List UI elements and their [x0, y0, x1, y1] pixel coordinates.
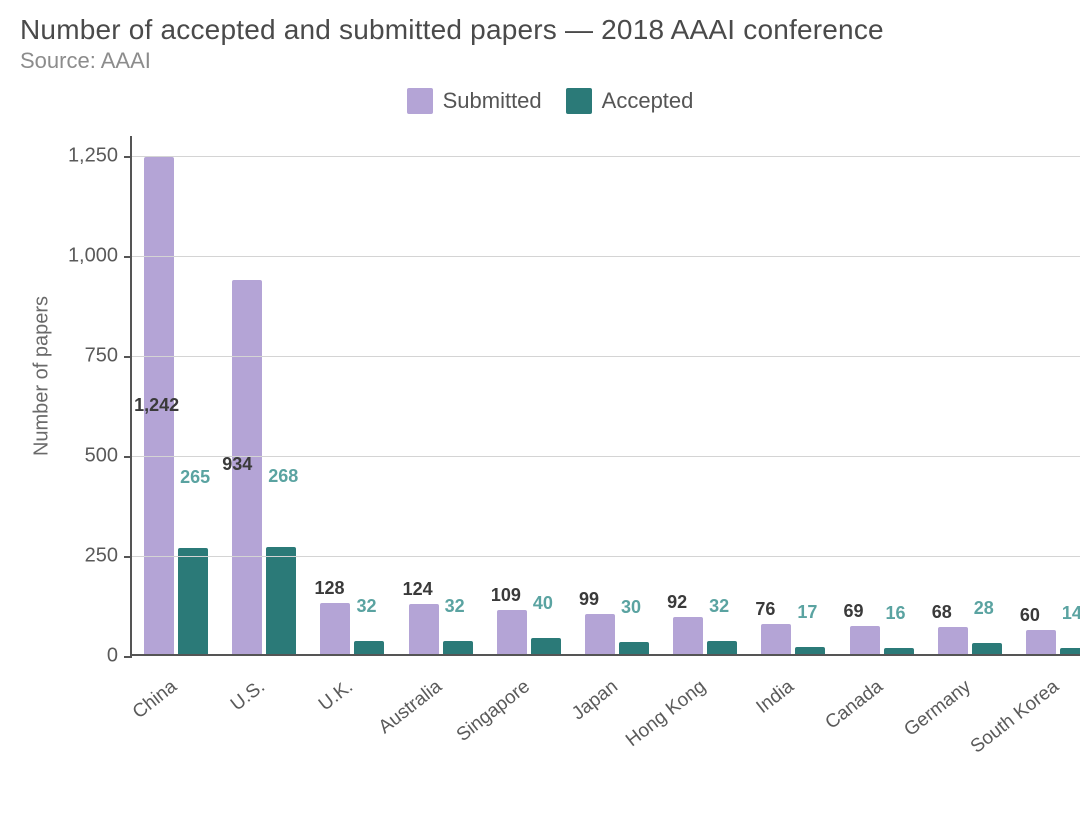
ytick-label: 500	[85, 445, 132, 468]
x-axis-label: Hong Kong	[622, 676, 710, 752]
legend-swatch-submitted	[407, 88, 433, 114]
chart-subtitle: Source: AAAI	[20, 48, 1080, 74]
legend-label-submitted: Submitted	[443, 88, 542, 114]
ytick-label: 1,000	[68, 245, 132, 268]
x-axis-label: Germany	[900, 676, 975, 741]
bar-accepted: 268	[266, 547, 296, 654]
legend-swatch-accepted	[566, 88, 592, 114]
value-label-submitted: 109	[491, 585, 521, 606]
value-label-submitted: 60	[1020, 605, 1040, 626]
value-label-accepted: 17	[797, 602, 817, 623]
x-axis-labels: China U.S. U.K. AustraliaSingapore JapanHong…	[130, 668, 1080, 768]
value-label-submitted: 1,242	[134, 395, 179, 416]
grid-line	[132, 156, 1080, 157]
bar-group: 92 32	[673, 617, 737, 654]
bar-submitted: 109	[497, 610, 527, 654]
bar-submitted: 69	[850, 626, 880, 654]
bar-accepted: 16	[884, 648, 914, 654]
legend-item-accepted: Accepted	[566, 88, 694, 114]
bar-submitted: 124	[409, 604, 439, 654]
x-axis-label: Japan	[568, 676, 622, 725]
bar-accepted: 14	[1060, 648, 1080, 654]
grid-line	[132, 456, 1080, 457]
bar-group: 128 32	[320, 603, 384, 654]
value-label-accepted: 30	[621, 597, 641, 618]
value-label-submitted: 76	[755, 599, 775, 620]
bar-accepted: 32	[707, 641, 737, 654]
ytick-label: 0	[107, 645, 132, 668]
value-label-accepted: 32	[709, 596, 729, 617]
bar-submitted: 1,242	[144, 157, 174, 654]
bar-group: 69 16	[850, 626, 914, 654]
bar-submitted: 76	[761, 624, 791, 654]
bar-group: 934268	[232, 280, 296, 654]
bar-group: 60 14	[1026, 630, 1080, 654]
value-label-submitted: 99	[579, 589, 599, 610]
bars-layer: 1,24226593426812832124321094099309232761…	[132, 136, 1080, 654]
bar-submitted: 128	[320, 603, 350, 654]
bar-group: 124 32	[409, 604, 473, 654]
value-label-accepted: 32	[445, 596, 465, 617]
x-axis-label: Australia	[374, 676, 446, 739]
bar-submitted: 92	[673, 617, 703, 654]
legend: Submitted Accepted	[20, 88, 1080, 114]
bar-group: 76 17	[761, 624, 825, 654]
legend-label-accepted: Accepted	[602, 88, 694, 114]
value-label-accepted: 16	[886, 603, 906, 624]
bar-group: 99 30	[585, 614, 649, 654]
value-label-submitted: 68	[932, 602, 952, 623]
x-axis-label: U.S.	[227, 676, 270, 716]
x-axis-label: U.K.	[315, 676, 358, 716]
bar-accepted: 265	[178, 548, 208, 654]
x-axis-label: South Korea	[967, 676, 1064, 758]
bar-accepted: 30	[619, 642, 649, 654]
chart-title: Number of accepted and submitted papers …	[20, 14, 1080, 46]
bar-accepted: 32	[354, 641, 384, 654]
value-label-submitted: 92	[667, 592, 687, 613]
plot-area: 1,24226593426812832124321094099309232761…	[130, 136, 1080, 656]
value-label-accepted: 268	[268, 466, 298, 487]
value-label-accepted: 40	[533, 593, 553, 614]
value-label-accepted: 28	[974, 598, 994, 619]
bar-group: 10940	[497, 610, 561, 654]
bar-group: 1,242265	[144, 157, 208, 654]
bar-submitted: 68	[938, 627, 968, 654]
bar-submitted: 99	[585, 614, 615, 654]
legend-item-submitted: Submitted	[407, 88, 542, 114]
grid-line	[132, 256, 1080, 257]
bar-accepted: 17	[795, 647, 825, 654]
bar-group: 68 28	[938, 627, 1002, 654]
grid-line	[132, 356, 1080, 357]
value-label-accepted: 32	[356, 596, 376, 617]
bar-accepted: 32	[443, 641, 473, 654]
value-label-submitted: 69	[844, 601, 864, 622]
ytick-label: 250	[85, 545, 132, 568]
y-axis-label: Number of papers	[31, 296, 54, 456]
ytick-label: 1,250	[68, 145, 132, 168]
grid-line	[132, 556, 1080, 557]
value-label-submitted: 128	[314, 578, 344, 599]
value-label-accepted: 265	[180, 467, 210, 488]
x-axis-label: Singapore	[453, 676, 535, 747]
value-label-accepted: 14	[1062, 603, 1080, 624]
x-axis-label: China	[129, 676, 182, 724]
bar-accepted: 28	[972, 643, 1002, 654]
chart-container: Number of accepted and submitted papers …	[0, 0, 1080, 820]
value-label-submitted: 124	[403, 579, 433, 600]
ytick-label: 750	[85, 345, 132, 368]
chart-area: Number of papers 1,242265934268128321243…	[20, 136, 1080, 776]
bar-submitted: 60	[1026, 630, 1056, 654]
x-axis-label: India	[753, 676, 799, 719]
bar-submitted: 934	[232, 280, 262, 654]
bar-accepted: 40	[531, 638, 561, 654]
x-axis-label: Canada	[821, 676, 887, 734]
